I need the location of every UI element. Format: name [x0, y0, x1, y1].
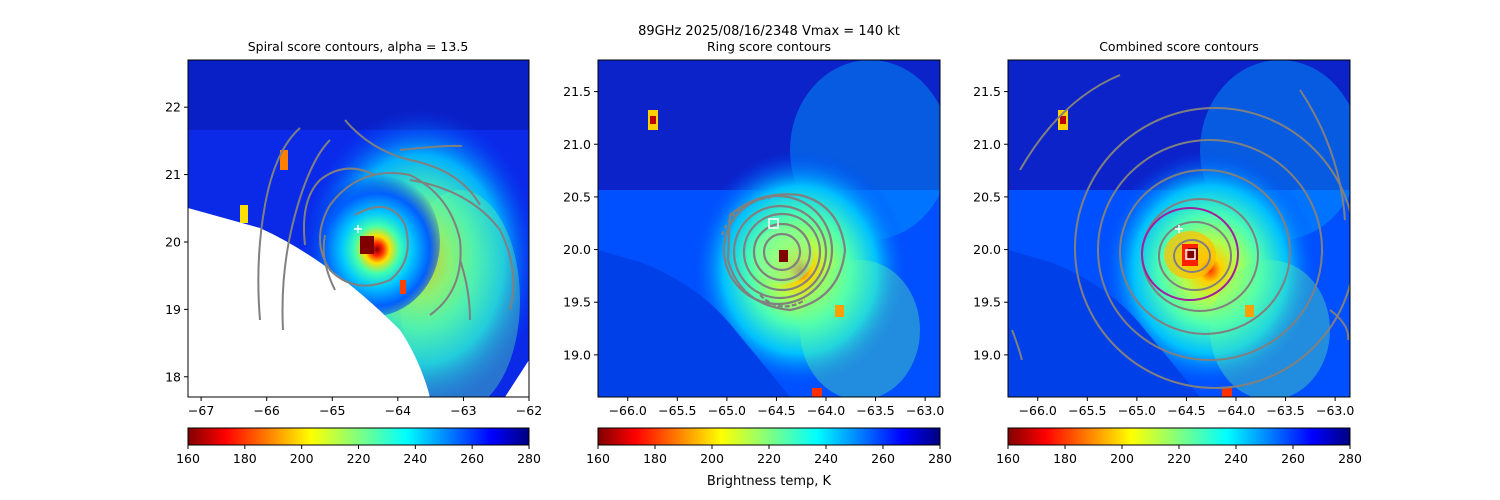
center-cross-marker — [1175, 225, 1183, 233]
y-tick-label: 21.0 — [563, 137, 591, 152]
spiral-contours — [257, 119, 515, 331]
colorbar-tick-label: 220 — [1167, 451, 1191, 466]
x-tick-label: −65.5 — [658, 403, 696, 418]
panel-spiral: Spiral score contours, alpha = 13.5 — [165, 39, 542, 466]
x-tick-label: −62 — [516, 403, 542, 418]
x-tick-label: −65.0 — [1118, 403, 1156, 418]
y-tick-label: 19.5 — [563, 295, 591, 310]
panel-spiral-axes: −67 −66 −65 −64 −63 −62 18 19 20 21 22 — [165, 100, 542, 418]
x-tick-label: −66.0 — [1019, 403, 1057, 418]
colorbar-tick-label: 240 — [1224, 451, 1248, 466]
y-tick-label: 19.0 — [563, 347, 591, 362]
colorbar-tick-label: 160 — [996, 451, 1020, 466]
colorbar-label: Brightness temp, K — [707, 474, 832, 489]
panel-combined-axes: −66.0 −65.5 −65.0 −64.5 −64.0 −63.5 −63.0 19.0 1… — [973, 84, 1354, 418]
colorbar-tick-label: 180 — [643, 451, 667, 466]
y-tick-label: 18 — [165, 369, 181, 384]
panel-ring: Ring score contours −6 — [563, 39, 952, 489]
x-tick-label: −66 — [253, 403, 279, 418]
colorbar-tick-label: 180 — [1053, 451, 1077, 466]
x-tick-label: −65.5 — [1068, 403, 1106, 418]
x-tick-label: −65.0 — [708, 403, 746, 418]
colorbar-tick-label: 220 — [347, 451, 371, 466]
combined-contours — [1011, 74, 1350, 389]
center-cross-marker — [354, 225, 362, 233]
colorbar-tick-label: 200 — [1110, 451, 1134, 466]
ring-contours — [720, 193, 847, 312]
y-tick-label: 20.0 — [973, 242, 1001, 257]
panel-spiral-colorbar-ticks: 160 180 200 220 240 260 280 — [176, 445, 541, 466]
colorbar-tick-label: 180 — [233, 451, 257, 466]
panel-combined-colorbar — [1007, 427, 1351, 446]
y-tick-label: 22 — [165, 100, 181, 115]
colorbar-tick-label: 200 — [290, 451, 314, 466]
colorbar-tick-label: 240 — [814, 451, 838, 466]
panel-combined: Combined score contours — [973, 39, 1362, 466]
colorbar-tick-label: 160 — [586, 451, 610, 466]
panel-spiral-title: Spiral score contours, alpha = 13.5 — [248, 39, 469, 54]
x-tick-label: −67 — [188, 403, 214, 418]
panel-combined-image — [1008, 60, 1350, 397]
x-tick-label: −63.5 — [856, 403, 894, 418]
x-tick-label: −64.5 — [1167, 403, 1205, 418]
y-tick-label: 19 — [165, 302, 181, 317]
y-tick-label: 20.0 — [563, 242, 591, 257]
x-tick-label: −66.0 — [609, 403, 647, 418]
colorbar-tick-label: 260 — [871, 451, 895, 466]
colorbar-tick-label: 160 — [176, 451, 200, 466]
center-square-marker — [768, 218, 779, 229]
y-tick-label: 21 — [165, 167, 181, 182]
x-tick-label: −63.5 — [1266, 403, 1304, 418]
ring-circle — [1141, 207, 1239, 301]
colorbar-tick-label: 280 — [928, 451, 952, 466]
panel-ring-axes: −66.0 −65.5 −65.0 −64.5 −64.0 −63.5 −63.0 19.0 1… — [563, 84, 944, 418]
x-tick-label: −63 — [450, 403, 476, 418]
x-tick-label: −64 — [385, 403, 411, 418]
x-tick-label: −65 — [319, 403, 345, 418]
y-tick-label: 19.0 — [973, 347, 1001, 362]
center-square-marker — [1185, 249, 1196, 260]
x-tick-label: −64.5 — [757, 403, 795, 418]
x-tick-label: −63.0 — [1316, 403, 1354, 418]
colorbar-tick-label: 200 — [700, 451, 724, 466]
panel-combined-title: Combined score contours — [1099, 39, 1259, 54]
figure-suptitle: 89GHz 2025/08/16/2348 Vmax = 140 kt — [638, 24, 900, 39]
panel-ring-image — [598, 60, 940, 397]
y-tick-label: 21.0 — [973, 137, 1001, 152]
panel-ring-colorbar-ticks: 160 180 200 220 240 260 280 — [586, 445, 952, 466]
panel-spiral-image — [188, 60, 529, 397]
panel-combined-colorbar-ticks: 160 180 200 220 240 260 280 — [996, 445, 1362, 466]
colorbar-tick-label: 260 — [460, 451, 484, 466]
y-tick-label: 19.5 — [973, 295, 1001, 310]
y-tick-label: 20.5 — [973, 189, 1001, 204]
colorbar-tick-label: 220 — [757, 451, 781, 466]
colorbar-tick-label: 280 — [517, 451, 541, 466]
y-tick-label: 20.5 — [563, 189, 591, 204]
panel-ring-colorbar — [597, 427, 941, 446]
x-tick-label: −64.0 — [1217, 403, 1255, 418]
colorbar-tick-label: 280 — [1338, 451, 1362, 466]
panel-spiral-colorbar — [187, 427, 530, 446]
x-tick-label: −64.0 — [807, 403, 845, 418]
colorbar-tick-label: 240 — [403, 451, 427, 466]
panel-ring-title: Ring score contours — [707, 39, 831, 54]
y-tick-label: 21.5 — [973, 84, 1001, 99]
y-tick-label: 20 — [165, 234, 181, 249]
y-tick-label: 21.5 — [563, 84, 591, 99]
colorbar-tick-label: 260 — [1281, 451, 1305, 466]
x-tick-label: −63.0 — [906, 403, 944, 418]
